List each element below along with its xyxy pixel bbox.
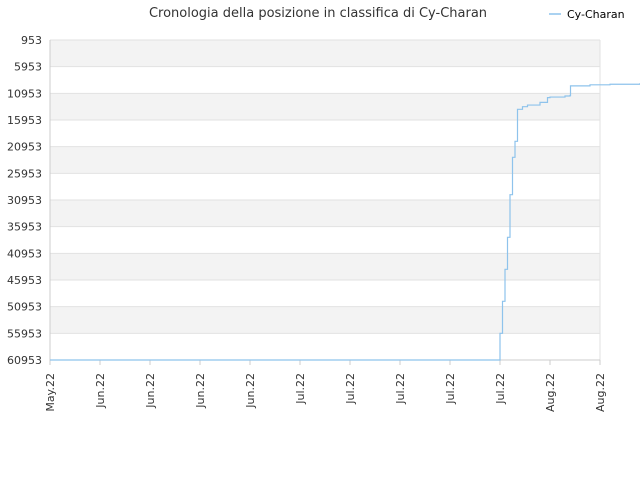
y-tick-label: 953	[21, 34, 42, 47]
plot-band	[50, 280, 600, 307]
x-tick-label: Jul.22	[444, 373, 457, 405]
x-tick-label: Aug.22	[544, 373, 557, 412]
y-tick-label: 40953	[7, 247, 42, 260]
y-tick-label: 30953	[7, 194, 42, 207]
chart-title: Cronologia della posizione in classifica…	[149, 6, 487, 21]
series-line-cy-charan	[50, 83, 640, 361]
x-tick-label: Jul.22	[494, 373, 507, 405]
y-tick-label: 35953	[7, 221, 42, 234]
plot-band	[50, 226, 600, 254]
legend-label-cy-charan: Cy-Charan	[567, 8, 625, 21]
plot-band	[50, 146, 600, 174]
plot-band	[50, 200, 600, 227]
plot-band	[50, 253, 600, 280]
x-tick-label: Jul.22	[344, 373, 357, 405]
plot-band	[50, 93, 600, 120]
y-tick-label: 25953	[7, 167, 42, 180]
x-tick-label: Jul.22	[394, 373, 407, 405]
series-layer	[50, 83, 640, 361]
y-axis-ticks: 953 5953 10953 15953 20953 25953 30953 35953 409…	[7, 34, 42, 367]
y-tick-label: 5953	[14, 61, 42, 74]
y-tick-label: 50953	[7, 301, 42, 314]
x-tick-label: Jul.22	[294, 373, 307, 405]
plot-band	[50, 40, 600, 67]
y-tick-label: 10953	[7, 87, 42, 100]
plot-band	[50, 120, 600, 147]
x-tick-label: Jun.22	[194, 373, 207, 409]
y-tick-label: 55953	[7, 327, 42, 340]
x-tick-label: Jun.22	[144, 373, 157, 409]
y-tick-label: 45953	[7, 274, 42, 287]
y-tick-label: 60953	[7, 354, 42, 367]
y-tick-label: 15953	[7, 114, 42, 127]
x-tick-label: Jun.22	[94, 373, 107, 409]
plot-background	[50, 40, 600, 360]
plot-band	[50, 66, 600, 94]
y-tick-label: 20953	[7, 141, 42, 154]
x-tick-label: Aug.22	[594, 373, 607, 412]
plot-band	[50, 333, 600, 360]
x-axis-ticks: May.22 Jun.22 Jun.22 Jun.22 Jun.22 Jul.22 Jul.…	[44, 360, 607, 412]
plot-band	[50, 173, 600, 200]
plot-band	[50, 306, 600, 334]
x-tick-label: Jun.22	[244, 373, 257, 409]
legend: Cy-Charan	[549, 8, 625, 21]
x-tick-label: May.22	[44, 373, 57, 412]
